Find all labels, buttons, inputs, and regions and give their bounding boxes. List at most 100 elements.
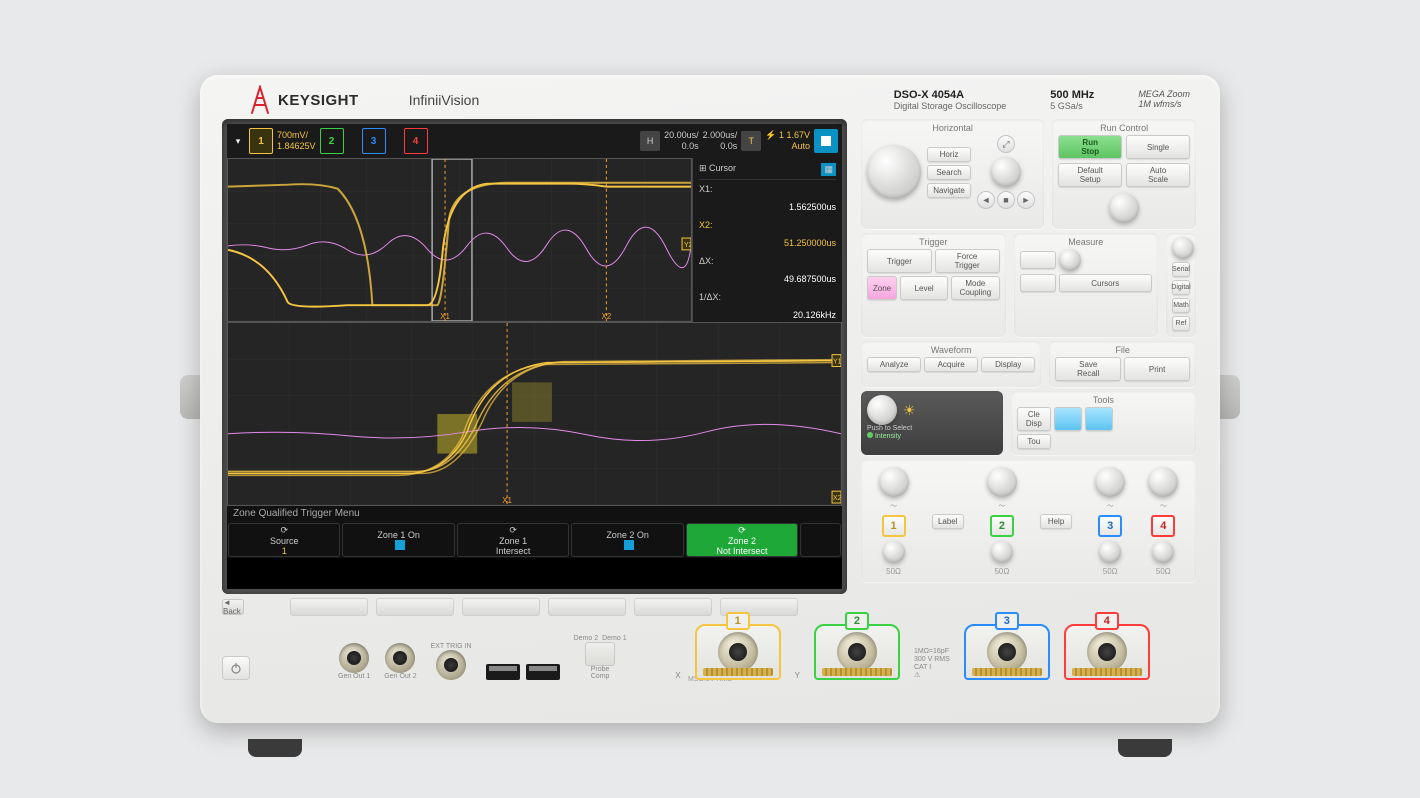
power-button[interactable] [222, 656, 250, 680]
navigate-button[interactable]: Navigate [927, 183, 971, 198]
measure-btn2[interactable] [1020, 274, 1056, 292]
ch1-indicator[interactable]: 1 [249, 128, 273, 154]
ch2-pos-knob[interactable] [991, 541, 1013, 563]
touch-button[interactable]: Tou [1017, 434, 1051, 449]
softkey-zone1[interactable]: ⟳ Zone 1Intersect [457, 523, 569, 557]
label-button[interactable]: Label [932, 514, 964, 529]
run-stop-button[interactable]: Run Stop [1058, 135, 1122, 159]
ch4-pos-knob[interactable] [1152, 541, 1174, 563]
measure-btn1[interactable] [1020, 251, 1056, 269]
hw-softkey-5[interactable] [634, 598, 712, 616]
default-setup-button[interactable]: Default Setup [1058, 163, 1122, 187]
ch4-input[interactable]: 4 [1064, 624, 1150, 680]
autoscale-button[interactable]: Auto Scale [1126, 163, 1190, 187]
ch3-button[interactable]: 3 [1098, 515, 1122, 537]
ch3-indicator[interactable]: 3 [362, 128, 386, 154]
softkey-empty [800, 523, 841, 557]
intensity-knob[interactable] [867, 395, 897, 425]
mode-coupling-button[interactable]: Mode Coupling [951, 276, 999, 300]
clear-display-button[interactable]: Cle Disp [1017, 407, 1051, 431]
ref-button[interactable]: Ref [1172, 316, 1190, 331]
ch2-button[interactable]: 2 [990, 515, 1014, 537]
ch2-scale-knob[interactable] [987, 467, 1017, 497]
cursors-button[interactable]: Cursors [1059, 274, 1153, 292]
trigger-button[interactable]: Trigger [867, 249, 932, 273]
status-bar: ▾ 1 700mV/1.84625V 2 3 4 H 20.00us/0.0s … [227, 124, 842, 158]
ch4-button[interactable]: 4 [1151, 515, 1175, 537]
trigger-indicator[interactable]: T [741, 131, 761, 151]
main-graticule[interactable]: X1 X2 Y2 [227, 158, 692, 322]
gen-out-1[interactable] [339, 643, 369, 673]
ch1-button[interactable]: 1 [882, 515, 906, 537]
horiz-button[interactable]: Horiz [927, 147, 971, 162]
close-icon[interactable]: ▦ [821, 163, 836, 176]
print-button[interactable]: Print [1124, 357, 1190, 381]
probe-comp[interactable] [585, 642, 615, 666]
softkey-zone2-on[interactable]: Zone 2 On [571, 523, 683, 557]
hw-softkey-3[interactable] [462, 598, 540, 616]
timebase-main-icon[interactable]: H [640, 131, 660, 151]
save-recall-button[interactable]: Save Recall [1055, 357, 1121, 381]
gen-out-2[interactable] [385, 643, 415, 673]
serial-button[interactable]: Serial [1172, 262, 1190, 277]
single-button[interactable]: Single [1126, 135, 1190, 159]
ch4-vertical: 〜 4 50Ω [1148, 467, 1178, 576]
horizontal-position-knob[interactable] [991, 157, 1021, 187]
softkey-zone1-on[interactable]: Zone 1 On [342, 523, 454, 557]
ch1-input[interactable]: 1 [695, 624, 781, 680]
usb-port-1[interactable] [486, 664, 520, 680]
measure-knob[interactable] [1059, 249, 1081, 271]
level-button[interactable]: Level [900, 276, 948, 300]
zoom-graticule[interactable]: X1 Y1 X2 [227, 322, 842, 506]
horizontal-scale-knob[interactable] [867, 145, 921, 199]
zoom-button[interactable]: ⤢ [997, 135, 1015, 153]
ch2-indicator[interactable]: 2 [320, 128, 344, 154]
ch2-input[interactable]: 2 [814, 624, 900, 680]
hw-softkey-2[interactable] [376, 598, 454, 616]
search-button[interactable]: Search [927, 165, 971, 180]
tools-btn-1[interactable] [1054, 407, 1082, 431]
hw-softkey-4[interactable] [548, 598, 626, 616]
timebase-main: 20.00us/0.0s [664, 130, 699, 152]
softkey-row: ⟳ Source1 Zone 1 On ⟳ Zone 1Intersect Zo… [227, 522, 842, 558]
screen[interactable]: ▾ 1 700mV/1.84625V 2 3 4 H 20.00us/0.0s … [227, 124, 842, 589]
top-branding-strip: KEYSIGHT InfiniiVision DSO-X 4054ADigita… [200, 75, 1220, 119]
analyze-button[interactable]: Analyze [867, 357, 921, 372]
help-button[interactable]: Help [1040, 514, 1072, 529]
nav-stop-button[interactable]: ■ [997, 191, 1015, 209]
softkey-zone2[interactable]: ⟳ Zone 2Not Intersect [686, 523, 798, 557]
back-button[interactable]: ◄ Back [222, 599, 244, 615]
display-button[interactable]: Display [981, 357, 1035, 372]
ch1-scale-knob[interactable] [879, 467, 909, 497]
usb-port-2[interactable] [526, 664, 560, 680]
svg-text:X1: X1 [502, 496, 512, 505]
megazoom-logo: MEGA Zoom [1138, 89, 1190, 99]
svg-text:X2: X2 [833, 495, 841, 502]
tools-btn-2[interactable] [1085, 407, 1113, 431]
run-knob[interactable] [1109, 193, 1139, 223]
ch3-scale-knob[interactable] [1095, 467, 1125, 497]
ext-trig-in[interactable] [436, 650, 466, 680]
brand: KEYSIGHT [250, 85, 359, 115]
acquire-button[interactable]: Acquire [924, 357, 978, 372]
megazoom-sub: 1M wfms/s [1138, 99, 1181, 109]
nav-prev-button[interactable]: ◄ [977, 191, 995, 209]
cat-rating: 1MΩ=16pF300 V RMSCAT I⚠ [914, 648, 950, 680]
ch3-vertical: 〜 3 50Ω [1095, 467, 1125, 576]
ch3-input[interactable]: 3 [964, 624, 1050, 680]
file-section: File Save Recall Print [1049, 341, 1196, 387]
ch3-pos-knob[interactable] [1099, 541, 1121, 563]
ch1-pos-knob[interactable] [883, 541, 905, 563]
softkey-source[interactable]: ⟳ Source1 [228, 523, 340, 557]
nav-next-button[interactable]: ► [1017, 191, 1035, 209]
side-knob-1[interactable] [1172, 237, 1194, 259]
digital-button[interactable]: Digital [1172, 280, 1190, 295]
zone-button[interactable]: Zone [867, 276, 897, 300]
ch4-indicator[interactable]: 4 [404, 128, 428, 154]
ch4-scale-knob[interactable] [1148, 467, 1178, 497]
force-trigger-button[interactable]: Force Trigger [935, 249, 1000, 273]
run-indicator-icon[interactable] [814, 129, 838, 153]
hw-softkey-1[interactable] [290, 598, 368, 616]
menu-dropdown-icon[interactable]: ▾ [231, 134, 245, 148]
math-button[interactable]: Math [1172, 298, 1190, 313]
